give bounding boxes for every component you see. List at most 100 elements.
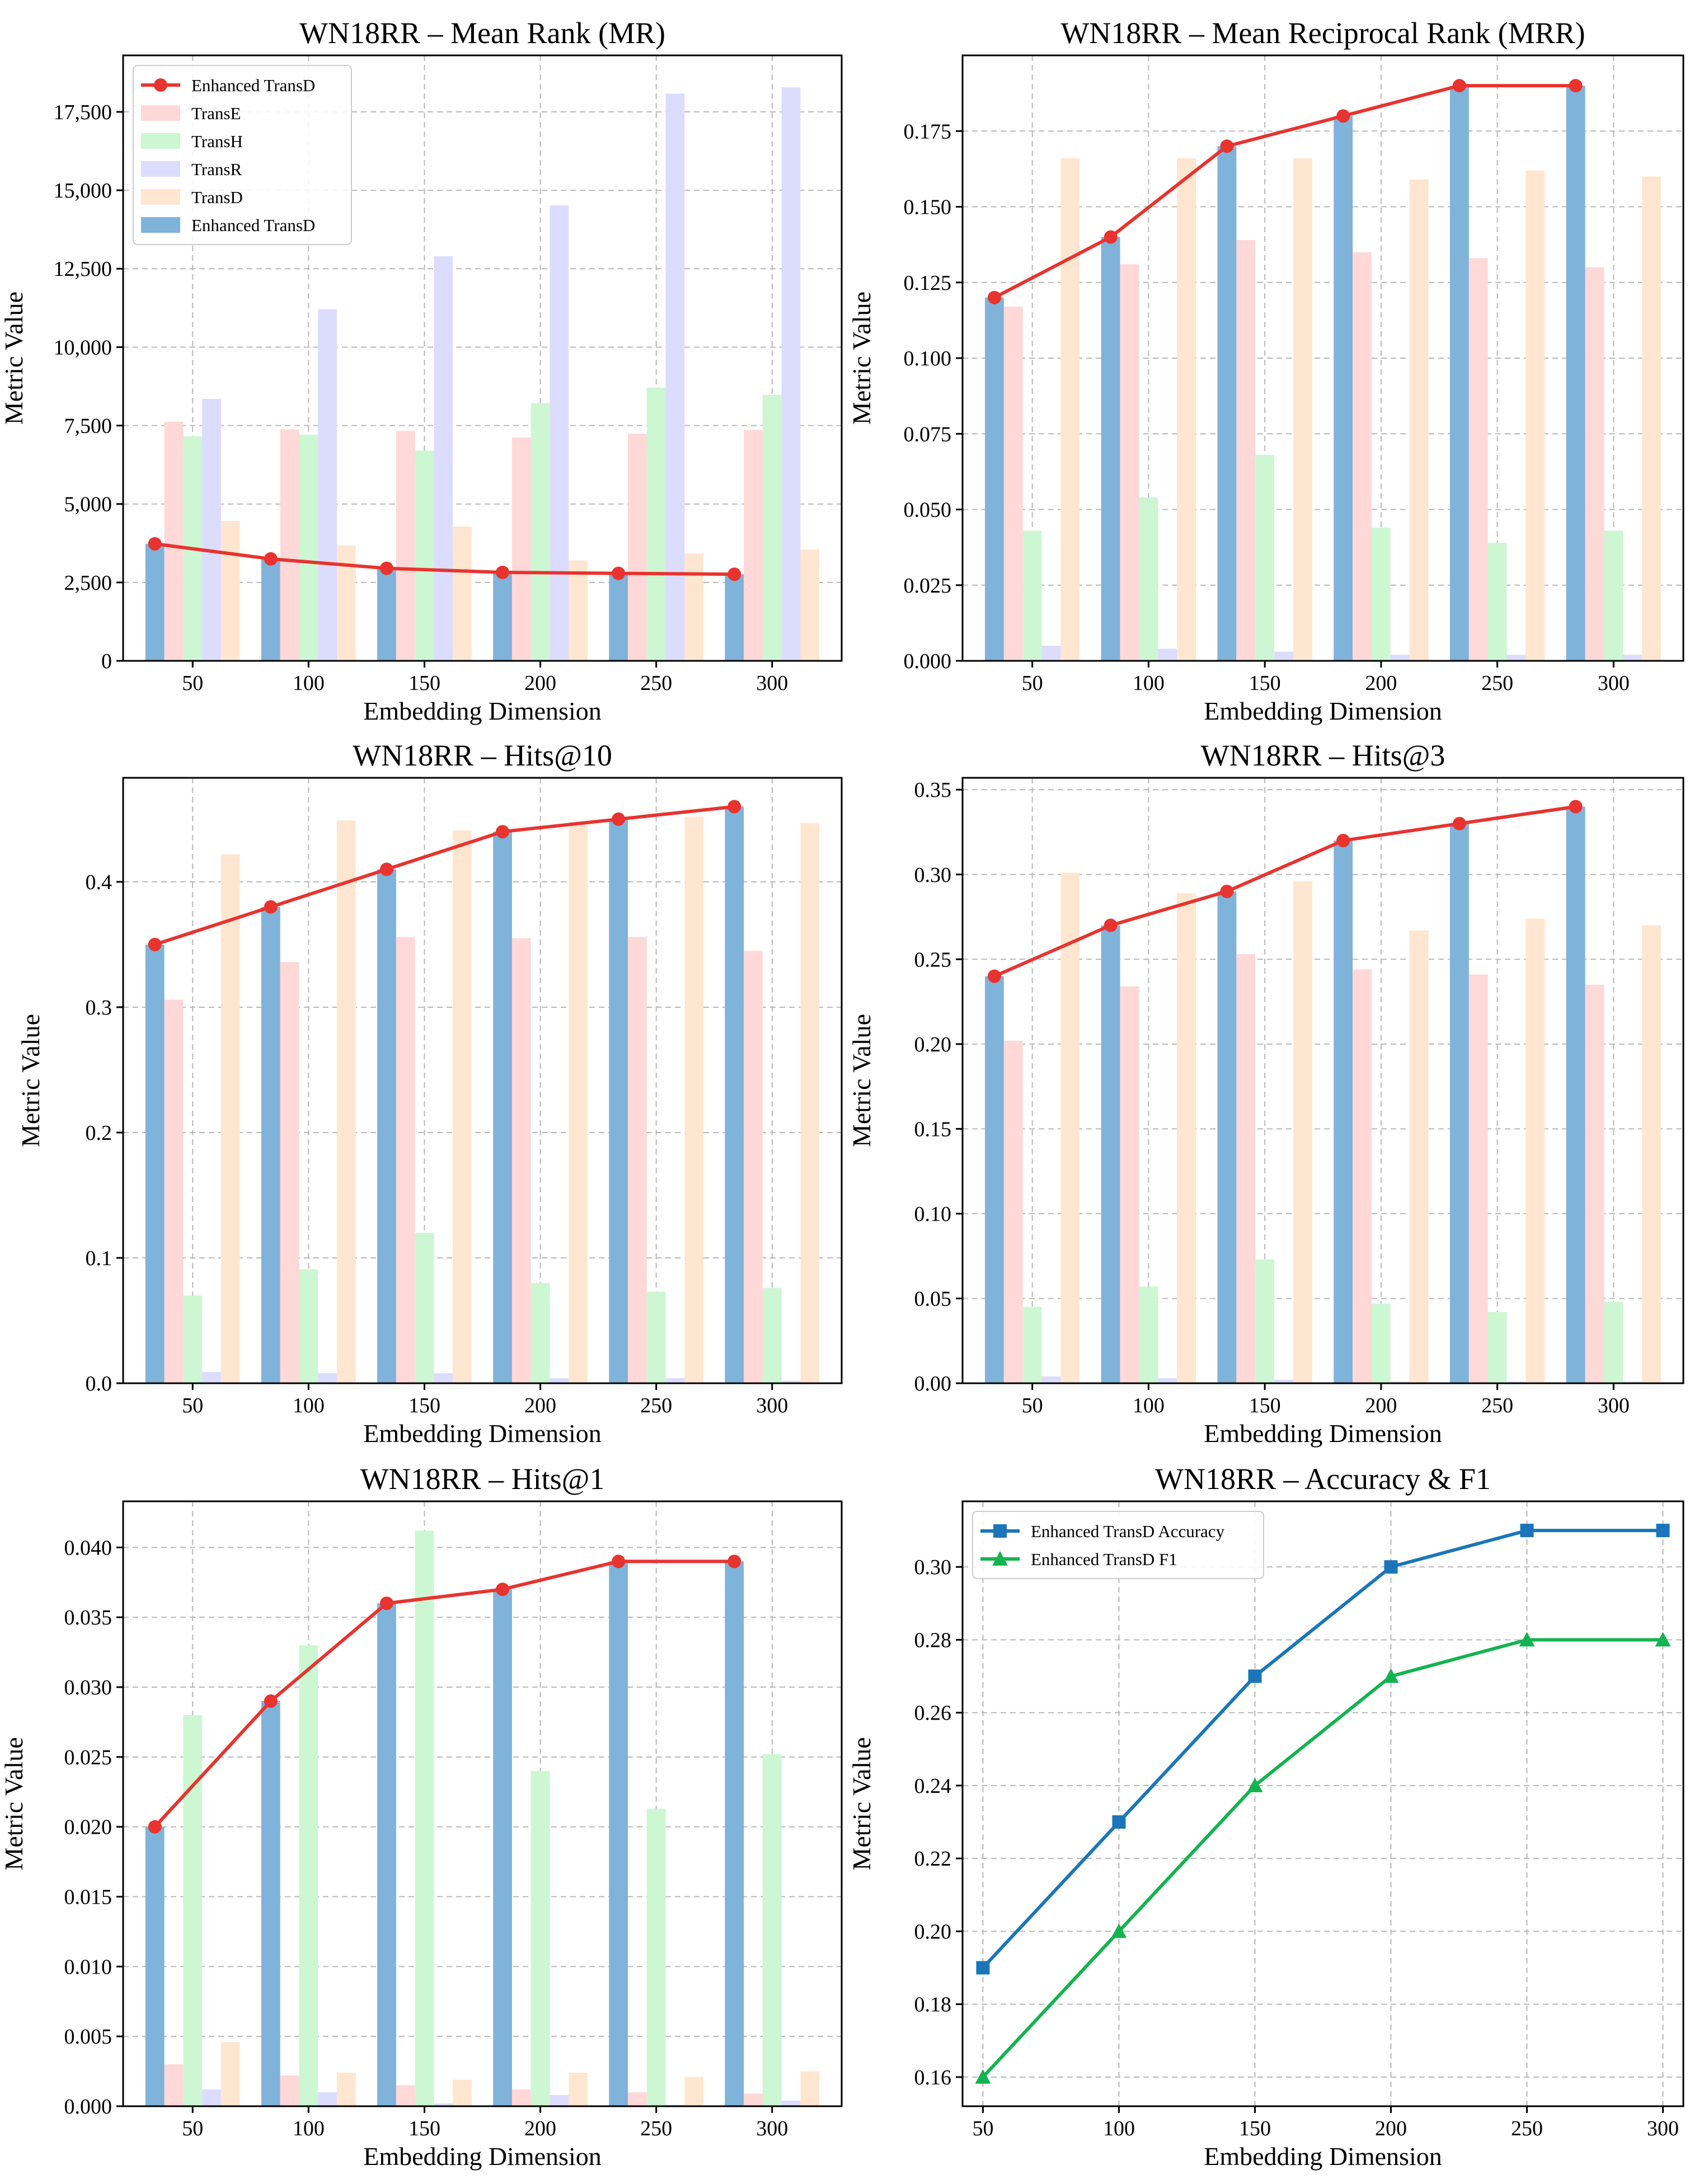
x-tick-label: 200: [1375, 2117, 1407, 2140]
bar-enhanced-transd-200: [493, 1589, 512, 2106]
bar-transd-250: [684, 816, 704, 1383]
bar-transd-300: [800, 549, 820, 661]
y-tick-label: 0.3: [86, 996, 112, 1020]
y-tick-label: 0.175: [904, 120, 952, 143]
legend-swatch: [141, 133, 180, 149]
x-tick-label: 100: [1133, 1394, 1165, 1417]
x-tick-label: 300: [1598, 671, 1630, 695]
y-tick-label: 0.025: [904, 574, 952, 598]
y-tick-label: 0.28: [914, 1628, 952, 1652]
bar-transd-300: [800, 2071, 820, 2106]
x-tick-label: 200: [1365, 671, 1397, 695]
line-point-enhanced-transd: [1569, 79, 1583, 93]
bar-transd-50: [1060, 872, 1080, 1383]
bar-transd-100: [1177, 893, 1196, 1383]
bar-enhanced-transd-250: [609, 1561, 628, 2106]
x-axis-label: Embedding Dimension: [363, 2142, 601, 2171]
bar-transe-300: [1585, 984, 1604, 1383]
plot-frame: [961, 1500, 1684, 2107]
legend-label: TransE: [191, 104, 241, 123]
bar-transh-300: [1604, 530, 1623, 661]
chart-svg-mrr: 50 100 150 200 250 300 0.000 0.025 0.050 0.075 0.1…: [847, 16, 1684, 725]
legend-item-transr: TransR: [141, 159, 242, 179]
bar-transh-300: [762, 394, 782, 661]
x-tick-label: 250: [640, 671, 672, 695]
bar-transd-100: [336, 2073, 356, 2106]
bar-transh-250: [1487, 543, 1507, 661]
bar-enhanced-transd-300: [725, 574, 744, 661]
bar-transe-50: [164, 2064, 184, 2106]
x-tick-label: 50: [972, 2117, 993, 2140]
line-enhanced-transd: [993, 805, 1576, 978]
point-enhanced-transd-f1: [1247, 1777, 1263, 1792]
bar-transr-50: [1041, 1376, 1061, 1383]
series-transd: [220, 816, 820, 1383]
bar-transd-300: [1642, 176, 1662, 661]
y-tick-label: 0.010: [64, 1955, 112, 1979]
y-axis-label: Metric Value: [847, 1737, 876, 1870]
bar-transr-150: [434, 2103, 453, 2106]
x-axis-label: Embedding Dimension: [363, 697, 601, 725]
bar-transe-100: [280, 962, 299, 1383]
point-enhanced-transd-f1: [1111, 1923, 1127, 1938]
bar-enhanced-transd-50: [145, 543, 165, 661]
bar-transe-50: [1003, 1040, 1023, 1383]
bar-transd-250: [684, 2077, 704, 2106]
bar-transd-150: [453, 830, 472, 1383]
line-point-enhanced-transd: [728, 800, 741, 814]
point-enhanced-transd-f1: [975, 2069, 991, 2084]
x-tick-label: 150: [409, 2117, 440, 2140]
y-tick-label: 0.25: [914, 948, 952, 971]
bar-transd-250: [684, 553, 704, 661]
bar-enhanced-transd-200: [493, 832, 512, 1383]
x-tick-label: 100: [293, 671, 325, 695]
x-tick-label: 250: [1481, 671, 1513, 695]
line-point-enhanced-transd: [987, 969, 1001, 983]
bar-transr-200: [550, 1378, 569, 1383]
y-tick-label: 0.30: [914, 1556, 952, 1579]
legend-item-enhanced-transd: Enhanced TransD: [141, 76, 315, 95]
series-enhanced-transd: [145, 806, 744, 1383]
series-transd: [1060, 158, 1662, 661]
line-point-enhanced-transd: [1336, 109, 1350, 123]
y-tick-label: 0.150: [904, 196, 952, 219]
point-enhanced-transd-accuracy: [1248, 1669, 1262, 1683]
y-axis-label: Metric Value: [847, 292, 876, 425]
y-tick-label: 0.0: [86, 1372, 112, 1396]
bar-transh-100: [1139, 497, 1158, 661]
series-transr: [1041, 645, 1642, 661]
legend-item-transh: TransH: [141, 131, 243, 151]
bar-enhanced-transd-50: [145, 944, 165, 1383]
y-tick-label: 0.20: [914, 1033, 952, 1056]
series-transe: [164, 2064, 763, 2106]
legend-item-enhanced-transd: Enhanced TransD: [141, 215, 315, 235]
bar-transe-150: [1236, 954, 1256, 1383]
series-transe: [164, 937, 763, 1383]
point-enhanced-transd-f1: [1655, 1632, 1671, 1647]
bar-enhanced-transd-300: [1566, 86, 1585, 661]
bar-transe-300: [744, 2093, 763, 2106]
y-tick-label: 0.075: [904, 422, 952, 446]
bar-transh-300: [762, 1288, 782, 1383]
bar-transe-100: [1120, 986, 1139, 1383]
bar-enhanced-transd-250: [1449, 823, 1469, 1383]
panel-hits10: 50 100 150 200 250 300 0.0 0.1 0.2 0.3 0.4 WN18RR –…: [0, 0, 849, 1455]
line-point-enhanced-transd: [379, 1596, 393, 1610]
plot-frame: [122, 54, 843, 662]
series-enhanced-transd: [984, 86, 1585, 661]
series-transr: [1041, 1376, 1642, 1383]
bar-enhanced-transd-250: [609, 819, 628, 1383]
y-tick-label: 0.35: [914, 778, 952, 802]
y-tick-label: 5,000: [64, 493, 112, 516]
y-tick-label: 0.1: [86, 1247, 112, 1270]
bar-transh-100: [299, 1645, 318, 2106]
series-transr: [202, 1372, 801, 1383]
chart-title: WN18RR – Mean Reciprocal Rank (MRR): [1060, 16, 1585, 50]
bar-transd-200: [569, 2073, 588, 2106]
series-transe: [1003, 954, 1604, 1383]
bar-transe-250: [628, 2092, 647, 2106]
bar-transd-100: [336, 820, 356, 1383]
line-enhanced-transd-f1: [982, 1638, 1663, 2078]
line-point-enhanced-transd: [379, 862, 393, 876]
